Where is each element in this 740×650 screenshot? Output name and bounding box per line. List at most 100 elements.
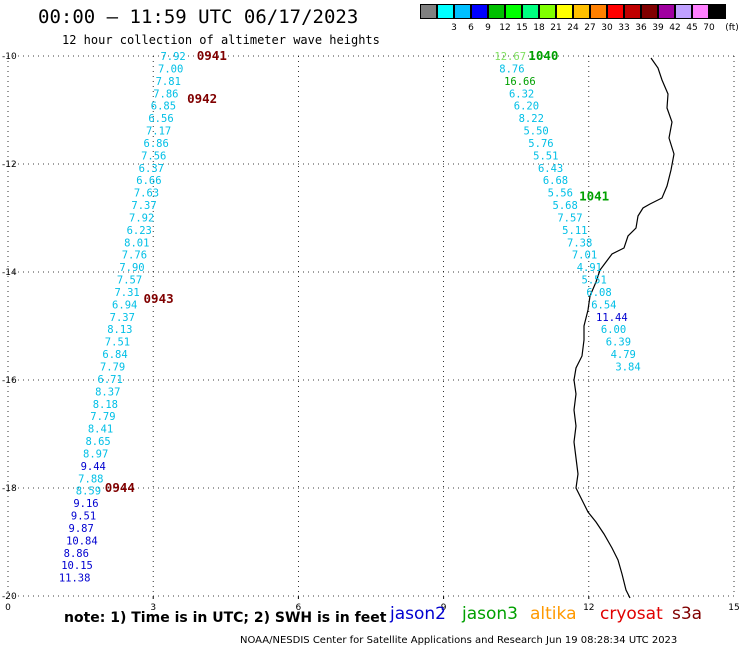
wave-height-label: 7.92 xyxy=(160,51,185,63)
wave-height-label: 9.16 xyxy=(73,498,98,510)
scale-swatch xyxy=(454,4,471,19)
scale-unit-label: (ft) xyxy=(725,23,739,33)
wave-height-label: 7.56 xyxy=(141,150,166,162)
scale-swatch xyxy=(471,4,488,19)
scale-tick-label: 39 xyxy=(652,23,664,33)
lat-tick-label: -10 xyxy=(2,52,17,62)
wave-height-label: 7.37 xyxy=(110,312,135,324)
lon-tick-label: 9 xyxy=(441,603,447,613)
wave-height-label: 7.57 xyxy=(117,275,142,287)
pass-time-label: 0944 xyxy=(105,480,135,495)
credit-line: NOAA/NESDIS Center for Satellite Applica… xyxy=(240,635,678,646)
lon-tick-label: 6 xyxy=(296,603,302,613)
pass-time-label: 0942 xyxy=(187,91,217,106)
wave-height-label: 6.84 xyxy=(102,349,127,361)
lon-tick-label: 3 xyxy=(150,603,156,613)
wave-height-label: 7.79 xyxy=(100,362,125,374)
wave-height-label: 7.17 xyxy=(146,126,171,138)
scale-swatch xyxy=(437,4,454,19)
wave-height-label: 6.54 xyxy=(591,299,616,311)
wave-height-label: 8.41 xyxy=(88,424,113,436)
wave-height-label: 8.22 xyxy=(519,113,544,125)
wave-height-label: 5.51 xyxy=(582,275,607,287)
pass-time-label: 0941 xyxy=(197,48,227,63)
scale-swatch xyxy=(522,4,539,19)
satellite-legend-entry: cryosat xyxy=(600,604,663,624)
wave-height-label: 7.01 xyxy=(572,250,597,262)
lat-tick-label: -12 xyxy=(2,160,17,170)
lat-tick-label: -14 xyxy=(2,268,17,278)
wave-height-label: 10.15 xyxy=(61,560,93,572)
wave-height-label: 6.37 xyxy=(139,163,164,175)
wave-height-label: 7.79 xyxy=(90,411,115,423)
wave-height-label: 6.56 xyxy=(148,113,173,125)
map-subtitle: 12 hour collection of altimeter wave hei… xyxy=(62,33,380,47)
scale-swatch xyxy=(590,4,607,19)
wave-height-label: 16.66 xyxy=(504,76,536,88)
scale-tick-label: 12 xyxy=(499,23,511,33)
lon-tick-label: 0 xyxy=(5,603,11,613)
scale-swatch xyxy=(675,4,692,19)
scale-swatch xyxy=(539,4,556,19)
wave-height-label: 9.87 xyxy=(69,523,94,535)
lat-tick-label: -16 xyxy=(2,376,17,386)
scale-tick-label: 42 xyxy=(669,23,681,33)
wave-height-label: 11.44 xyxy=(596,312,628,324)
wave-height-label: 7.31 xyxy=(114,287,139,299)
scale-swatch xyxy=(624,4,641,19)
scale-tick-label: 70 xyxy=(703,23,715,33)
wave-height-label: 5.76 xyxy=(528,138,553,150)
wave-height-label: 6.08 xyxy=(586,287,611,299)
wave-height-label: 7.76 xyxy=(122,250,147,262)
wave-height-label: 6.71 xyxy=(98,374,123,386)
scale-tick-label: 15 xyxy=(516,23,528,33)
wave-height-label: 5.56 xyxy=(548,188,573,200)
scale-tick-label: 45 xyxy=(686,23,698,33)
wave-height-label: 6.00 xyxy=(601,324,626,336)
footer-note: note: 1) Time is in UTC; 2) SWH is in fe… xyxy=(64,610,387,626)
scale-swatch xyxy=(420,4,437,19)
wave-height-label: 7.57 xyxy=(557,212,582,224)
wave-height-label: 8.37 xyxy=(95,386,120,398)
wave-height-label: 7.38 xyxy=(567,237,592,249)
wave-height-label: 7.92 xyxy=(129,212,154,224)
scale-tick-label: 36 xyxy=(635,23,647,33)
wave-height-label: 6.94 xyxy=(112,299,137,311)
wave-height-label: 6.68 xyxy=(543,175,568,187)
scale-tick-label: 9 xyxy=(485,23,491,33)
pass-time-label: 0943 xyxy=(144,291,174,306)
scale-tick-label: 3 xyxy=(451,23,457,33)
wave-height-label: 6.23 xyxy=(127,225,152,237)
wave-height-label: 8.13 xyxy=(107,324,132,336)
wave-height-label: 8.59 xyxy=(76,486,101,498)
wave-height-label: 8.18 xyxy=(93,399,118,411)
scale-swatch xyxy=(505,4,522,19)
wave-height-label: 5.51 xyxy=(533,150,558,162)
scale-swatch xyxy=(488,4,505,19)
wave-height-label: 6.85 xyxy=(151,101,176,113)
wave-height-label: 6.66 xyxy=(136,175,161,187)
wave-height-label: 7.00 xyxy=(158,63,183,75)
wave-height-label: 7.81 xyxy=(156,76,181,88)
lon-tick-label: 12 xyxy=(583,603,594,613)
wave-height-label: 9.44 xyxy=(81,461,106,473)
scale-swatch xyxy=(709,4,726,19)
wave-height-label: 8.76 xyxy=(499,63,524,75)
wave-height-label: 7.51 xyxy=(105,337,130,349)
wave-height-label: 5.11 xyxy=(562,225,587,237)
scale-swatch xyxy=(607,4,624,19)
wave-height-label: 8.01 xyxy=(124,237,149,249)
wave-height-label: 10.84 xyxy=(66,535,98,547)
wave-height-label: 5.68 xyxy=(553,200,578,212)
map-title: 00:00 – 11:59 UTC 06/17/2023 xyxy=(38,6,359,28)
lon-tick-label: 15 xyxy=(728,603,739,613)
scale-tick-label: 24 xyxy=(567,23,579,33)
wave-height-label: 3.84 xyxy=(615,362,640,374)
scale-swatch xyxy=(556,4,573,19)
wave-height-label: 11.38 xyxy=(59,573,91,585)
wave-height-label: 9.51 xyxy=(71,511,96,523)
scale-tick-label: 21 xyxy=(550,23,562,33)
lat-tick-label: -20 xyxy=(2,592,17,602)
coastline xyxy=(573,57,675,599)
satellite-legend-entry: s3a xyxy=(672,604,703,624)
